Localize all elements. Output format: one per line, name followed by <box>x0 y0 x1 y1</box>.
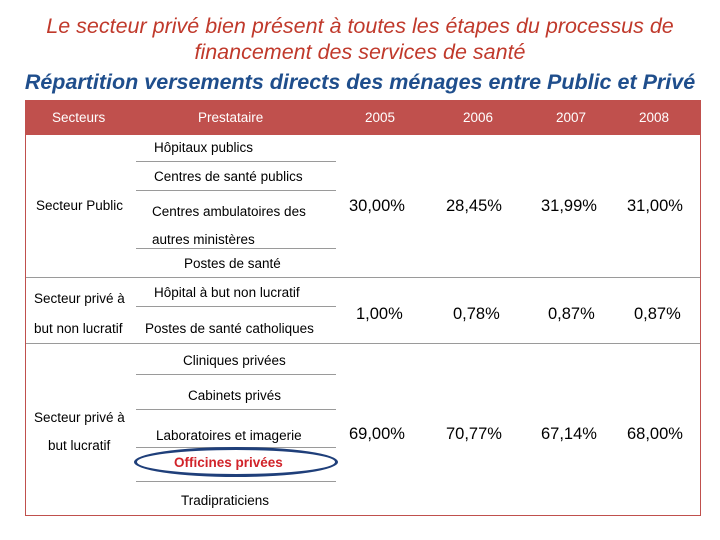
row-divider <box>136 374 336 375</box>
header-secteurs: Secteurs <box>52 110 106 125</box>
header-prestataire: Prestataire <box>198 110 264 125</box>
value-nonprofit-2008: 0,87% <box>634 305 681 323</box>
provider-cabinets-prives: Cabinets privés <box>188 388 282 403</box>
sector-public: Secteur Public <box>36 198 124 213</box>
provider-laboratoires-imagerie: Laboratoires et imagerie <box>156 428 302 443</box>
sector-private-profit-line1: Secteur privé à <box>34 410 125 425</box>
value-public-2007: 31,99% <box>541 197 597 215</box>
table-header-row: Secteurs Prestataire 2005 2006 2007 2008 <box>26 101 700 135</box>
value-public-2008: 31,00% <box>627 197 683 215</box>
provider-postes-catholiques: Postes de santé catholiques <box>145 321 314 336</box>
value-profit-2008: 68,00% <box>627 425 683 443</box>
provider-hopitaux-publics: Hôpitaux publics <box>154 140 254 155</box>
row-divider <box>136 190 336 191</box>
header-2005: 2005 <box>365 110 396 125</box>
row-divider <box>136 248 336 249</box>
page-title-line-2: financement des services de santé <box>194 40 526 64</box>
value-nonprofit-2005: 1,00% <box>356 305 403 323</box>
provider-centres-sante-publics: Centres de santé publics <box>154 169 303 184</box>
value-public-2006: 28,45% <box>446 197 502 215</box>
value-profit-2006: 70,77% <box>446 425 502 443</box>
sector-private-nonprofit-line1: Secteur privé à <box>34 291 125 306</box>
financing-table: Secteurs Prestataire 2005 2006 2007 2008… <box>25 100 701 516</box>
value-nonprofit-2007: 0,87% <box>548 305 595 323</box>
row-divider <box>136 161 336 162</box>
page-subtitle: Répartition versements directs des ménag… <box>24 70 696 94</box>
provider-cliniques-privees: Cliniques privées <box>183 353 286 368</box>
value-nonprofit-2006: 0,78% <box>453 305 500 323</box>
provider-hopital-non-lucratif: Hôpital à but non lucratif <box>154 285 300 300</box>
header-2008: 2008 <box>639 110 670 125</box>
section-divider <box>26 343 700 344</box>
header-2007: 2007 <box>556 110 587 125</box>
provider-postes-sante: Postes de santé <box>184 256 281 271</box>
section-divider <box>26 277 700 278</box>
provider-centres-ambulatoires: Centres ambulatoires des autres ministèr… <box>152 204 306 247</box>
row-divider <box>136 306 336 307</box>
highlight-oval <box>134 447 338 477</box>
value-public-2005: 30,00% <box>349 197 405 215</box>
page-title-line-1: Le secteur privé bien présent à toutes l… <box>46 14 674 38</box>
row-divider <box>136 409 336 410</box>
value-profit-2007: 67,14% <box>541 425 597 443</box>
row-divider <box>136 481 336 482</box>
sector-private-profit-line2: but lucratif <box>48 438 111 453</box>
provider-tradipraticiens: Tradipraticiens <box>181 493 270 508</box>
value-profit-2005: 69,00% <box>349 425 405 443</box>
sector-private-nonprofit-line2: but non lucratif <box>34 321 123 336</box>
header-2006: 2006 <box>463 110 494 125</box>
